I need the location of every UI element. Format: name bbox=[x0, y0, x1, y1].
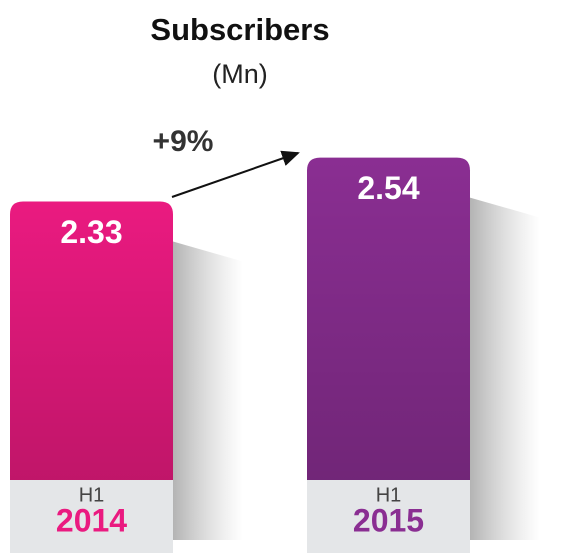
growth-arrow bbox=[171, 150, 300, 198]
category-label: 2014 bbox=[56, 502, 127, 538]
category-label: H1 bbox=[376, 484, 402, 506]
label-base bbox=[307, 480, 470, 553]
growth-annotation: +9% bbox=[153, 125, 214, 158]
category-label: 2015 bbox=[353, 502, 424, 538]
bar-shade bbox=[307, 157, 470, 480]
chart-subtitle: (Mn) bbox=[212, 59, 268, 89]
bar-shadow bbox=[470, 197, 540, 540]
bar-shadow bbox=[173, 241, 243, 540]
value-label: 2.33 bbox=[60, 214, 122, 250]
chart-title: Subscribers bbox=[150, 12, 329, 47]
value-label: 2.54 bbox=[357, 170, 419, 206]
bar-shade bbox=[10, 201, 173, 480]
label-base bbox=[10, 480, 173, 553]
category-label: H1 bbox=[79, 484, 105, 506]
